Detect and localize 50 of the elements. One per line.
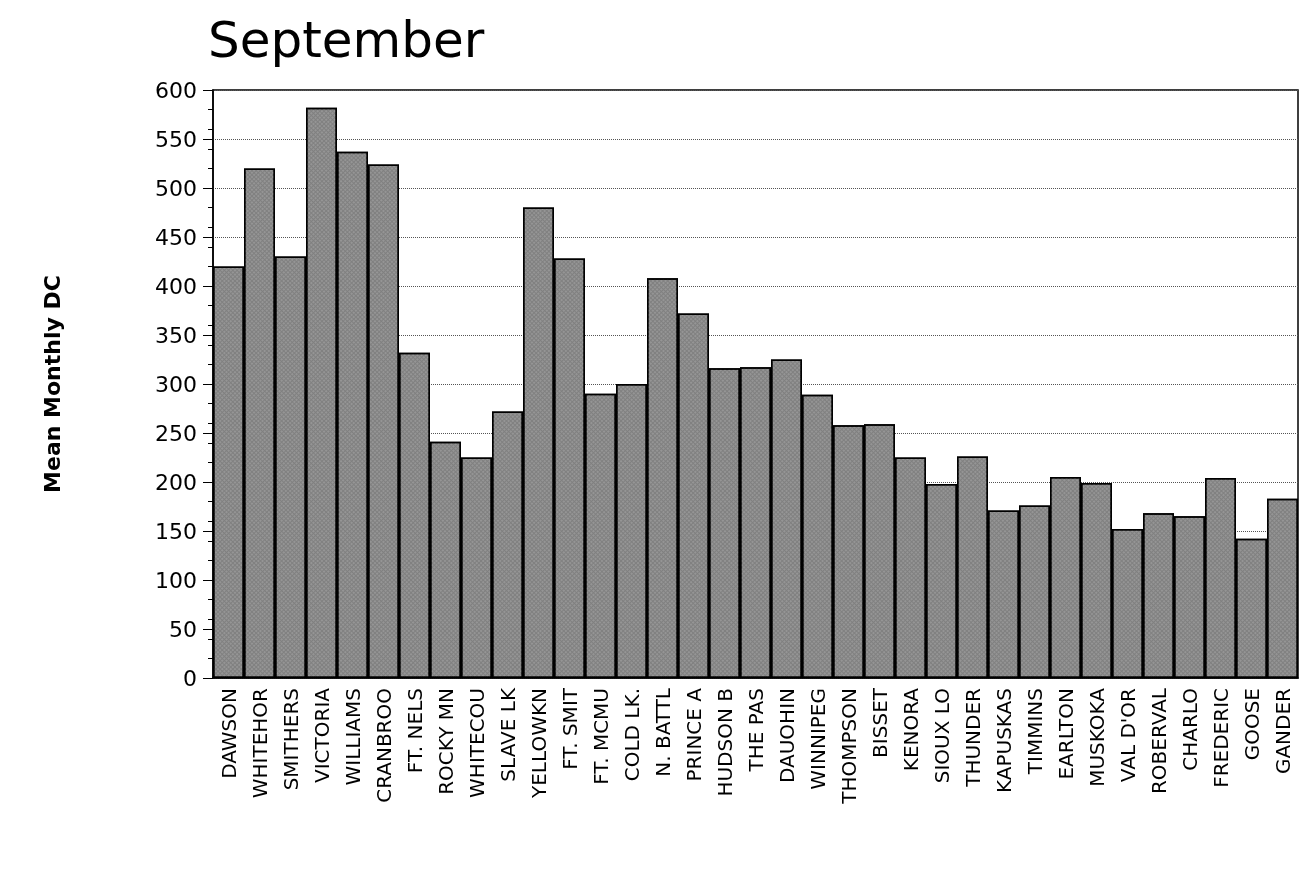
x-tick-label: DAUOHIN	[774, 688, 799, 784]
chart-title: September	[208, 11, 485, 69]
x-tick-label: KENORA	[898, 687, 923, 772]
y-tick-label: 0	[183, 665, 197, 691]
x-tick-label: EARLTON	[1053, 688, 1078, 780]
x-tick-label: GOOSE	[1239, 688, 1264, 761]
x-tick-label: N. BATTL	[650, 687, 675, 777]
y-tick-label: 550	[155, 126, 197, 152]
x-tick-label: GANDER	[1270, 687, 1295, 775]
x-tick-label: COLD LK.	[619, 688, 644, 782]
x-tick-label: HUDSON B	[712, 688, 737, 797]
x-tick-label: WHITEHOR	[247, 687, 272, 799]
x-tick-label: ROBERVAL	[1146, 687, 1171, 795]
x-tick-label: SMITHERS	[278, 688, 303, 791]
x-tick-label: WINNIPEG	[805, 688, 830, 790]
y-tick-label: 450	[155, 224, 197, 250]
x-tick-label: FT. MCMU	[588, 688, 613, 785]
y-tick-label: 50	[169, 616, 197, 642]
y-tick-label: 150	[155, 518, 197, 544]
y-tick-label: 250	[155, 420, 197, 446]
x-tick-label: CRANBROO	[371, 688, 396, 803]
x-tick-label: YELLOWKN	[526, 688, 551, 800]
x-tick-label: FREDERIC	[1208, 688, 1233, 788]
y-tick-label: 600	[155, 77, 197, 103]
y-tick-label: 350	[155, 322, 197, 348]
x-tick-label: FT. NELS	[402, 688, 427, 774]
x-tick-label: THE PAS	[743, 688, 768, 773]
y-tick-label: 100	[155, 567, 197, 593]
x-tick-label: MUSKOKA	[1084, 687, 1109, 787]
x-tick-label: WILLIAMS	[340, 688, 365, 786]
x-tick-label: THOMPSON	[836, 688, 861, 805]
x-tick-label: BISSET	[867, 687, 892, 758]
y-axis-title: Mean Monthly DC	[39, 275, 65, 493]
x-tick-label: THUNDER	[960, 687, 985, 788]
y-tick-label: 200	[155, 469, 197, 495]
x-tick-label: SIOUX LO	[929, 688, 954, 784]
x-tick-label: CHARLO	[1177, 688, 1202, 771]
y-tick-label: 300	[155, 371, 197, 397]
x-tick-label: VICTORIA	[309, 687, 334, 783]
x-tick-label: TIMMINS	[1022, 688, 1047, 776]
x-tick-label: FT. SMIT	[557, 687, 582, 770]
x-tick-label: PRINCE A	[681, 687, 706, 782]
x-tick-label: DAWSON	[216, 688, 241, 779]
x-tick-label: ROCKY MN	[433, 688, 458, 795]
x-tick-label: WHITECOU	[464, 688, 489, 798]
y-tick-label: 400	[155, 273, 197, 299]
x-tick-label: VAL D'OR	[1115, 687, 1140, 783]
x-tick-label: SLAVE LK	[495, 687, 520, 782]
x-tick-label: KAPUSKAS	[991, 688, 1016, 793]
y-tick-label: 500	[155, 175, 197, 201]
